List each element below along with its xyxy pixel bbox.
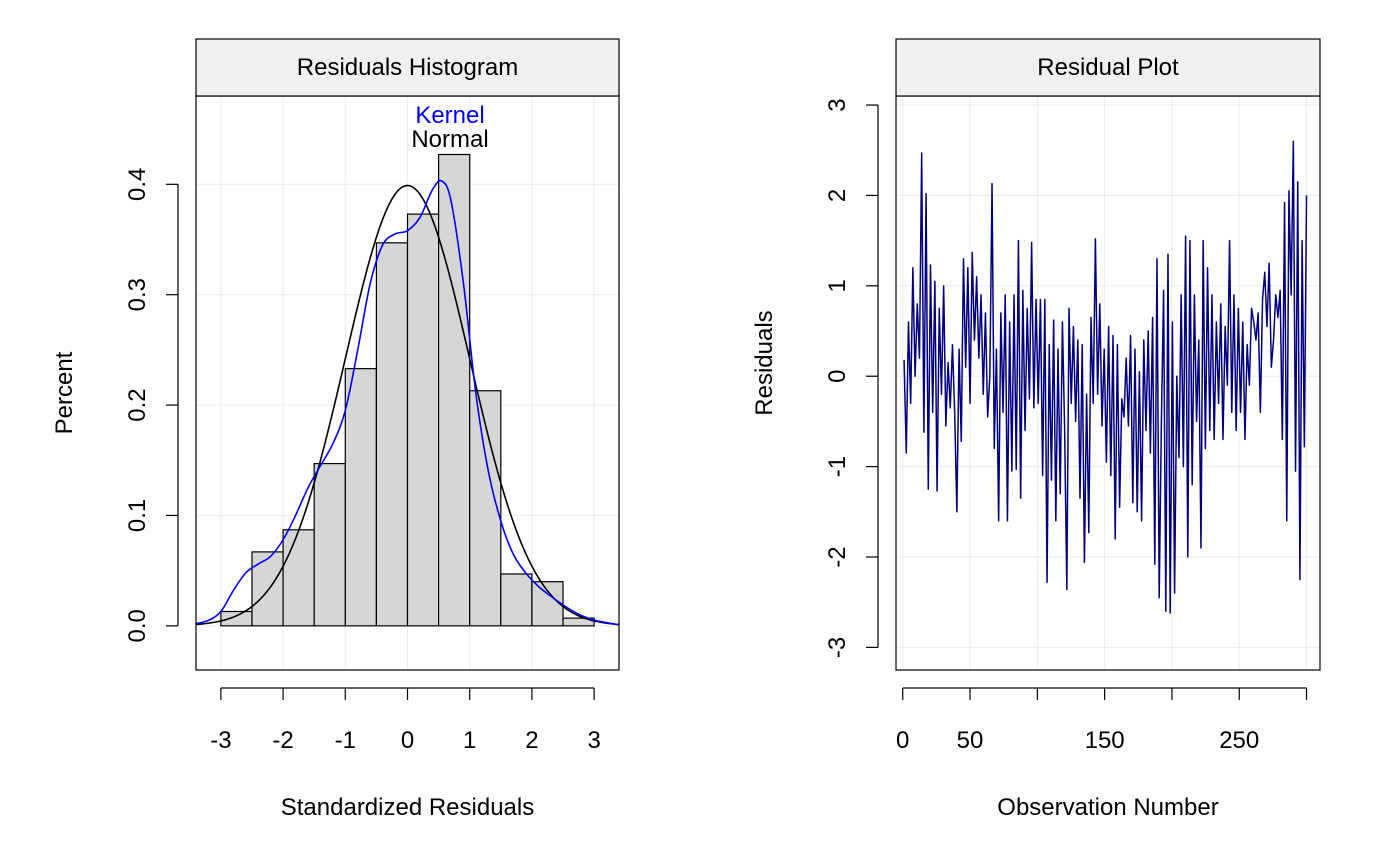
histogram-y-axis-title: Percent — [51, 351, 78, 434]
residual-x-tick-label: 150 — [1085, 727, 1125, 754]
legend-label-kernel: Kernel — [415, 102, 484, 129]
histogram-x-tick-label: 0 — [401, 727, 414, 754]
residual-y-tick-label: 3 — [824, 98, 851, 111]
residual-plot-title-strip — [895, 38, 1321, 97]
legend-label-normal: Normal — [411, 126, 488, 153]
residual-y-tick-label: 2 — [824, 189, 851, 202]
histogram-bar — [344, 368, 377, 627]
histogram-x-axis-title: Standardized Residuals — [281, 794, 535, 821]
residual-y-tick-label: -1 — [824, 456, 851, 477]
residual-plot-y-axis-title: Residuals — [751, 310, 778, 415]
histogram-y-tick-label: 0.1 — [124, 499, 151, 532]
residual-y-tick-label: -2 — [824, 546, 851, 567]
histogram-bar — [282, 529, 315, 627]
histogram-x-tick-label: 2 — [525, 727, 538, 754]
residual-series-line — [903, 140, 1308, 614]
residual-y-tick-label: 1 — [824, 279, 851, 292]
normal-density-curve — [195, 184, 620, 626]
histogram-bar — [531, 581, 564, 627]
histogram-y-tick-label: 0.0 — [124, 609, 151, 642]
histogram-x-tick-label: 1 — [463, 727, 476, 754]
residual-plot-y-axis: -3 -2 -1 0 1 2 3 — [824, 98, 879, 658]
histogram-bars — [220, 153, 595, 627]
histogram-title-strip — [195, 38, 620, 97]
histogram-bar — [469, 390, 502, 627]
histogram-bar — [562, 617, 595, 627]
histogram-bar — [313, 462, 346, 627]
histogram-x-tick-label: -2 — [272, 727, 293, 754]
residual-y-tick-label: 0 — [824, 370, 851, 383]
histogram-bar — [220, 610, 253, 627]
histogram-bar — [406, 213, 440, 627]
residual-plot-title: Residual Plot — [1037, 54, 1179, 81]
histogram-bar — [438, 153, 471, 627]
histogram-bar — [251, 551, 284, 627]
residual-x-tick-label: 250 — [1219, 727, 1259, 754]
histogram-y-tick-label: 0.2 — [124, 388, 151, 421]
histogram-x-tick-label: 3 — [587, 727, 600, 754]
histogram-x-tick-label: -1 — [335, 727, 356, 754]
histogram-x-axis: -3 -2 -1 0 1 2 3 — [210, 687, 601, 754]
residual-y-tick-label: -3 — [824, 637, 851, 658]
histogram-bar — [375, 242, 409, 627]
residual-x-tick-label: 50 — [957, 727, 984, 754]
histogram-y-tick-label: 0.3 — [124, 278, 151, 311]
residual-plot-panel: Residual Plot 0 50 150 250 -3 -2 -1 0 1 2 3 Obser… — [751, 38, 1321, 821]
histogram-title: Residuals Histogram — [297, 54, 518, 81]
histogram-curves — [195, 179, 620, 626]
histogram-bar — [500, 573, 533, 627]
histogram-y-tick-label: 0.4 — [124, 168, 151, 201]
residual-plot-x-axis: 0 50 150 250 — [896, 687, 1308, 754]
residual-x-tick-label: 0 — [896, 727, 909, 754]
histogram-y-axis: 0.0 0.1 0.2 0.3 0.4 — [124, 168, 179, 643]
residual-plot-x-axis-title: Observation Number — [997, 794, 1218, 821]
kernel-density-curve — [195, 179, 620, 626]
histogram-x-tick-label: -3 — [210, 727, 231, 754]
